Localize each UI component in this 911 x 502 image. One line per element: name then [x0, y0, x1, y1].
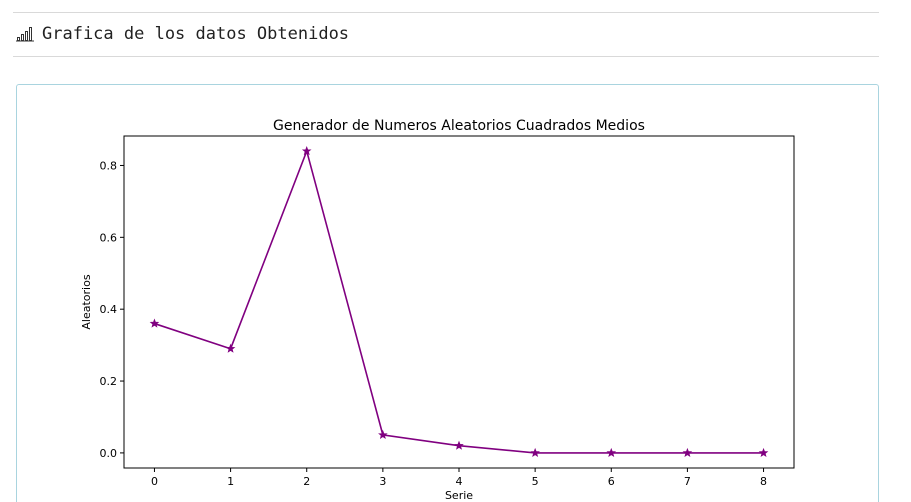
top-divider: [13, 12, 879, 13]
x-tick-label: 7: [684, 475, 691, 488]
x-tick-label: 0: [151, 475, 158, 488]
y-tick-label: 0.4: [100, 303, 118, 316]
x-tick-label: 4: [456, 475, 463, 488]
data-point-marker: [149, 318, 160, 328]
line-chart: Generador de Numeros Aleatorios Cuadrado…: [80, 118, 795, 502]
plot-frame: [123, 135, 795, 469]
header-divider: [13, 56, 879, 57]
x-tick-label: 1: [227, 475, 234, 488]
y-tick-label: 0.8: [100, 159, 118, 172]
x-tick-label: 6: [608, 475, 615, 488]
x-axis-label: Serie: [445, 489, 473, 502]
chart-panel: Generador de Numeros Aleatorios Cuadrado…: [16, 84, 879, 502]
series-line: [154, 148, 764, 454]
x-tick-label: 5: [532, 475, 539, 488]
section-title: Grafica de los datos Obtenidos: [42, 24, 350, 44]
section-header: Grafica de los datos Obtenidos: [16, 22, 349, 46]
chart-title: Generador de Numeros Aleatorios Cuadrado…: [273, 118, 645, 134]
x-tick-label: 2: [303, 475, 310, 488]
x-tick-label: 3: [379, 475, 386, 488]
y-tick-label: 0.2: [100, 375, 118, 388]
data-point-marker: [301, 146, 312, 156]
x-tick-label: 8: [760, 475, 767, 488]
data-point-marker: [225, 343, 236, 353]
y-tick-label: 0.6: [100, 231, 118, 244]
data-point-marker: [758, 447, 769, 457]
data-point-marker: [454, 440, 464, 450]
data-point-marker: [378, 429, 388, 440]
data-point-marker: [682, 447, 693, 457]
bar-chart-icon: [16, 26, 36, 42]
data-point-marker: [606, 447, 617, 457]
y-tick-label: 0.0: [100, 447, 118, 460]
data-point-marker: [530, 447, 540, 457]
y-axis-label: Aleatorios: [80, 274, 93, 329]
